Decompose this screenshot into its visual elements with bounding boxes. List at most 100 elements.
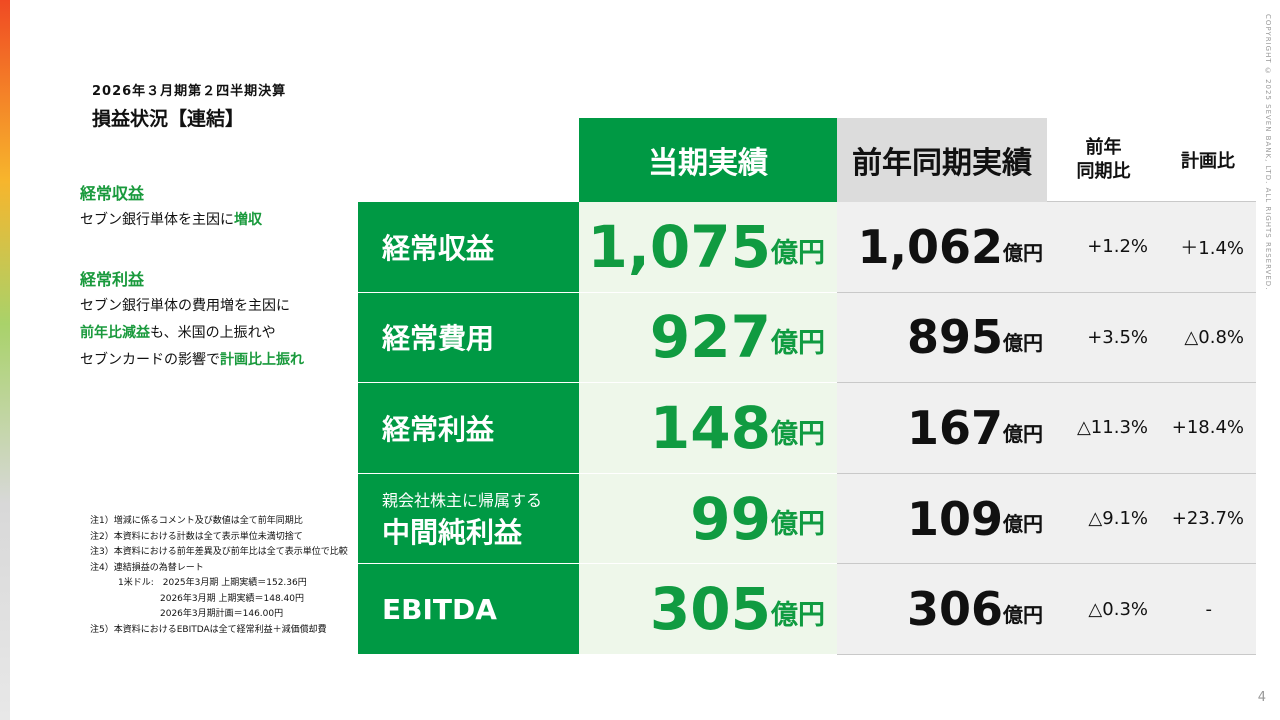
comment-line: セブン銀行単体を主因に増収 [80,207,262,234]
unit: 億円 [771,509,825,541]
number: 148 [649,393,771,462]
row-label: 経常利益 [358,383,579,474]
comment: 経常収益セブン銀行単体を主因に増収 [80,180,262,234]
note: 注5）本資料におけるEBITDAは全て経常利益＋減価償却費 [90,624,327,635]
comment-heading: 経常収益 [80,184,145,203]
header-text: 計画比 [1181,147,1235,173]
comment-text: セブンカードの影響で [80,352,220,368]
current-value: 1,075 億円 [579,202,837,293]
prior-value: 1,062 億円 [837,202,1047,293]
comment-text: 前年比減益 [80,325,150,341]
note-sub: 1米ドル: 2025年3月期 上期実績＝152.36円 [118,578,307,588]
current-value: 148 億円 [579,383,837,474]
header-text: 前年同期実績 [852,138,1032,182]
yoy-change: △9.1% [1088,508,1148,530]
prior-value: 109 億円 [837,473,1047,565]
accent-bar [0,0,10,720]
plan-change: ＋1.4% [1180,237,1244,259]
note: 注2）本資料における計数は全て表示単位未満切捨て [90,531,303,542]
plan-change: +23.7% [1171,508,1244,530]
comment-text: も、米国の上振れや [150,325,276,341]
column-header: 当期実績 [579,118,837,202]
column-header: 前年 同期比 [1047,118,1160,202]
comment-text: 増収 [234,212,262,228]
prior-value: 306 億円 [837,564,1047,655]
comment-heading: 経常利益 [80,270,145,289]
header-text: 前年 同期比 [1077,136,1131,184]
prior-value: 167 億円 [837,383,1047,474]
yoy-change: △0.3% [1088,598,1148,620]
unit: 億円 [1003,512,1043,537]
plan-cell: +23.7% [1160,473,1256,565]
comment-text: セブン銀行単体の費用増を主因に [80,298,290,314]
note-sub: 2026年3月期計画＝146.00円 [160,609,284,619]
prior-value: 895 億円 [837,292,1047,384]
header-line: 同期比 [1076,160,1131,182]
yoy-cell: △0.3% [1047,564,1160,655]
unit: 億円 [1003,240,1043,265]
plan-cell: △0.8% [1160,292,1256,384]
column-header: 前年同期実績 [837,118,1047,202]
plan-change: +18.4% [1171,417,1244,439]
yoy-cell: +3.5% [1047,292,1160,384]
notes: 注1）増減に係るコメント及び数値は全て前年同期比 注2）本資料における計数は全て表… [90,514,348,638]
number: 99 [690,484,771,553]
plan-change: - [1205,598,1213,620]
note: 注3）本資料における前年差異及び前年比は全て表示単位で比較 [90,547,348,557]
unit: 億円 [1003,331,1043,356]
row-label-text: 経常利益 [382,412,495,446]
row-label: 経常収益 [358,202,579,293]
yoy-cell: △9.1% [1047,473,1160,565]
unit: 億円 [771,328,825,360]
yoy-change: △11.3% [1076,417,1148,439]
number: 167 [906,400,1003,455]
plan-change: △0.8% [1184,326,1244,348]
plan-cell: +18.4% [1160,383,1256,474]
note: 注1）増減に係るコメント及び数値は全て前年同期比 [90,516,303,526]
header-line: 計画比 [1181,150,1235,172]
current-value: 99 億円 [579,473,837,565]
row-label: EBITDA [358,564,579,655]
plan-cell: - [1160,564,1256,655]
current-value: 305 億円 [579,564,837,655]
page-number: 4 [1257,690,1266,705]
unit: 億円 [771,599,825,631]
number: 306 [906,582,1003,637]
number: 305 [649,575,771,644]
header-line: 前年 [1085,136,1122,158]
row-label-text: 経常費用 [382,322,495,356]
row-label-text: 経常収益 [382,231,495,265]
number: 109 [906,491,1003,546]
comment-line: セブン銀行単体の費用増を主因に [80,293,304,320]
unit: 億円 [771,237,825,269]
comment-text: 計画比上振れ [220,352,304,368]
current-value: 927 億円 [579,292,837,384]
subtitle: 2026年３月期第２四半期決算 [92,84,287,99]
column-header: 計画比 [1160,118,1256,202]
comment: 経常利益 セブン銀行単体の費用増を主因に 前年比減益も、米国の上振れや セブンカードの… [80,266,304,374]
number: 1,062 [857,219,1003,274]
yoy-cell: +1.2% [1047,202,1160,293]
row-label-text: 中間純利益 [382,515,523,549]
label-wrap: 親会社株主に帰属する中間純利益 [382,487,542,551]
row-label-text: EBITDA [382,592,497,626]
unit: 億円 [1003,602,1043,627]
unit: 億円 [771,418,825,450]
yoy-cell: △11.3% [1047,383,1160,474]
title: 損益状況【連結】 [92,108,245,130]
note-sub: 2026年3月期 上期実績＝148.40円 [160,593,304,604]
row-sublabel: 親会社株主に帰属する [382,490,543,510]
plan-cell: ＋1.4% [1160,202,1256,293]
header-line: 前年同期実績 [852,146,1032,181]
header-line: 当期実績 [648,146,768,181]
yoy-change: +1.2% [1087,236,1148,258]
yoy-change: +3.5% [1087,326,1148,348]
row-label: 経常費用 [358,292,579,384]
header-text: 当期実績 [648,138,768,182]
unit: 億円 [1003,421,1043,446]
number: 1,075 [587,212,771,281]
comment-line: 前年比減益も、米国の上振れや [80,320,304,347]
row-label: 親会社株主に帰属する中間純利益 [358,473,579,565]
number: 927 [649,303,771,372]
copyright: COPYRIGHT © 2025 SEVEN BANK, LTD. ALL RI… [1264,14,1272,291]
